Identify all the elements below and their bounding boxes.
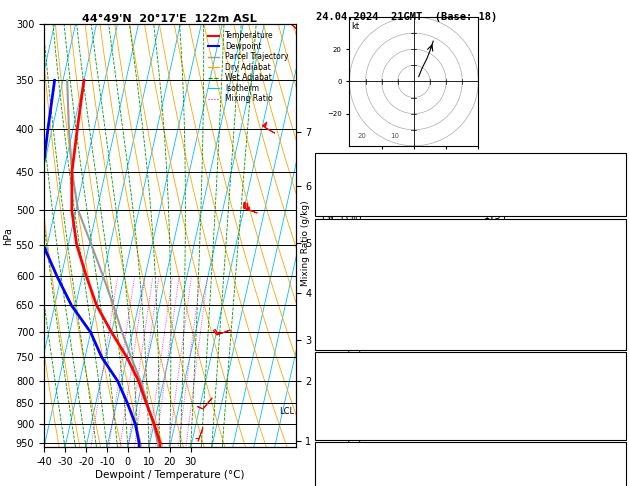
Text: CIN (J): CIN (J) bbox=[322, 433, 363, 443]
Text: 15: 15 bbox=[164, 450, 173, 456]
Text: PW (cm): PW (cm) bbox=[322, 211, 363, 222]
Text: CAPE (J): CAPE (J) bbox=[322, 418, 369, 429]
Text: 1: 1 bbox=[89, 450, 93, 456]
Text: 24.04.2024  21GMT  (Base: 18): 24.04.2024 21GMT (Base: 18) bbox=[316, 12, 497, 22]
Text: LCL: LCL bbox=[279, 407, 294, 416]
Text: 8: 8 bbox=[147, 450, 151, 456]
Text: 3: 3 bbox=[118, 450, 122, 456]
X-axis label: Dewpoint / Temperature (°C): Dewpoint / Temperature (°C) bbox=[95, 469, 245, 480]
Text: 20: 20 bbox=[357, 133, 367, 139]
Text: 16.2: 16.2 bbox=[484, 243, 508, 253]
Text: Most Unstable: Most Unstable bbox=[432, 357, 508, 367]
Text: -45: -45 bbox=[484, 457, 502, 467]
Text: 0: 0 bbox=[484, 433, 490, 443]
Text: Lifted Index: Lifted Index bbox=[322, 303, 392, 313]
Text: 991: 991 bbox=[484, 377, 502, 387]
Text: Dewp (°C): Dewp (°C) bbox=[322, 263, 375, 273]
Text: θᴇ (K): θᴇ (K) bbox=[322, 391, 357, 400]
Text: Surface: Surface bbox=[450, 224, 491, 234]
Text: 365: 365 bbox=[484, 418, 502, 429]
Text: Temp (°C): Temp (°C) bbox=[322, 243, 375, 253]
Y-axis label: km
ASL: km ASL bbox=[319, 225, 337, 246]
Text: Lifted Index: Lifted Index bbox=[322, 404, 392, 415]
Text: K: K bbox=[322, 165, 328, 175]
Text: 54: 54 bbox=[484, 188, 496, 198]
Text: EH: EH bbox=[322, 457, 334, 467]
Text: 10: 10 bbox=[151, 450, 160, 456]
Text: -1: -1 bbox=[484, 303, 496, 313]
Text: 27: 27 bbox=[484, 165, 496, 175]
Text: 38: 38 bbox=[484, 467, 496, 477]
Text: CIN (J): CIN (J) bbox=[322, 343, 363, 353]
Text: θᴇ(K): θᴇ(K) bbox=[322, 283, 352, 293]
Text: SREH: SREH bbox=[322, 467, 345, 477]
Text: 20: 20 bbox=[174, 450, 183, 456]
Y-axis label: hPa: hPa bbox=[3, 227, 13, 244]
Text: StmDir: StmDir bbox=[322, 476, 357, 486]
Text: Hodograph: Hodograph bbox=[443, 447, 497, 457]
Text: 365: 365 bbox=[484, 323, 502, 333]
Text: Mixing Ratio (g/kg): Mixing Ratio (g/kg) bbox=[301, 200, 309, 286]
Text: 2: 2 bbox=[107, 450, 111, 456]
Legend: Temperature, Dewpoint, Parcel Trajectory, Dry Adiabat, Wet Adiabat, Isotherm, Mi: Temperature, Dewpoint, Parcel Trajectory… bbox=[204, 28, 292, 106]
Text: 6.6: 6.6 bbox=[484, 263, 502, 273]
Title: 44°49'N  20°17'E  122m ASL: 44°49'N 20°17'E 122m ASL bbox=[82, 14, 257, 23]
Text: © weatheronline.co.uk: © weatheronline.co.uk bbox=[318, 474, 430, 484]
Text: 0: 0 bbox=[484, 343, 490, 353]
Text: Pressure (mb): Pressure (mb) bbox=[322, 377, 398, 387]
Text: 1.54: 1.54 bbox=[484, 211, 508, 222]
Text: 10: 10 bbox=[390, 133, 399, 139]
Text: 307: 307 bbox=[484, 391, 502, 400]
Text: 25: 25 bbox=[182, 450, 191, 456]
Text: 237°: 237° bbox=[484, 476, 508, 486]
Text: 5: 5 bbox=[132, 450, 136, 456]
Text: Totals Totals: Totals Totals bbox=[322, 188, 398, 198]
Text: kt: kt bbox=[351, 22, 359, 31]
Text: 307: 307 bbox=[484, 283, 502, 293]
Text: -1: -1 bbox=[484, 404, 496, 415]
Text: CAPE (J): CAPE (J) bbox=[322, 323, 369, 333]
Text: 4: 4 bbox=[126, 450, 130, 456]
